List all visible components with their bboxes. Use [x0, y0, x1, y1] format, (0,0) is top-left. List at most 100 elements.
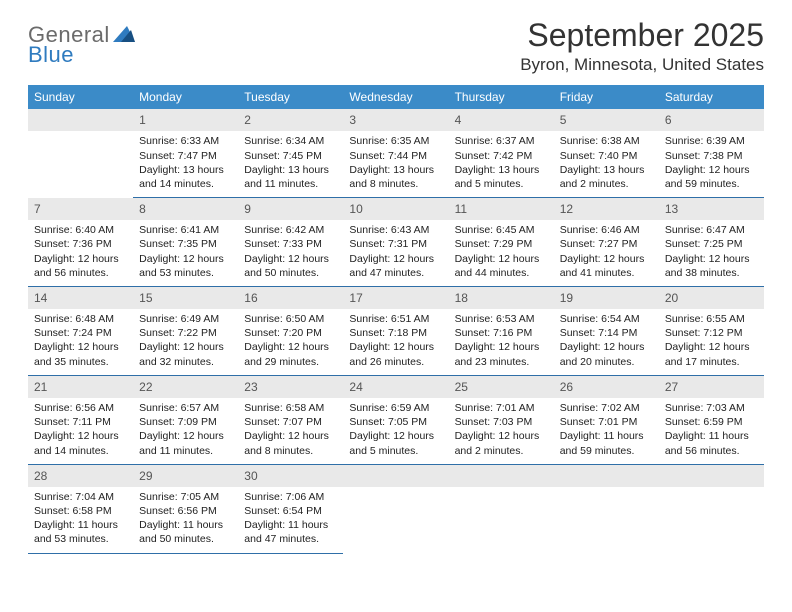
daylight-text: Daylight: 12 hours and 20 minutes.	[560, 340, 653, 368]
day-cell: Sunrise: 7:05 AMSunset: 6:56 PMDaylight:…	[133, 487, 238, 553]
day-cell: Sunrise: 6:35 AMSunset: 7:44 PMDaylight:…	[343, 131, 448, 197]
day-cell: Sunrise: 6:37 AMSunset: 7:42 PMDaylight:…	[449, 131, 554, 197]
day-cell: Sunrise: 7:04 AMSunset: 6:58 PMDaylight:…	[28, 487, 133, 553]
month-title: September 2025	[520, 18, 764, 53]
sunrise-text: Sunrise: 6:43 AM	[349, 223, 442, 237]
daynum-row: 14151617181920	[28, 286, 764, 309]
day-number: 14	[28, 286, 133, 309]
daynum-row: 123456	[28, 109, 764, 131]
day-header: Friday	[554, 85, 659, 109]
day-number: 18	[449, 286, 554, 309]
day-number: 4	[449, 109, 554, 131]
day-cell: Sunrise: 6:48 AMSunset: 7:24 PMDaylight:…	[28, 309, 133, 375]
day-cell: Sunrise: 6:54 AMSunset: 7:14 PMDaylight:…	[554, 309, 659, 375]
daylight-text: Daylight: 12 hours and 11 minutes.	[139, 429, 232, 457]
day-number	[449, 464, 554, 487]
day-cell: Sunrise: 7:01 AMSunset: 7:03 PMDaylight:…	[449, 398, 554, 464]
day-cell: Sunrise: 7:06 AMSunset: 6:54 PMDaylight:…	[238, 487, 343, 553]
day-cell: Sunrise: 6:50 AMSunset: 7:20 PMDaylight:…	[238, 309, 343, 375]
sunrise-text: Sunrise: 6:49 AM	[139, 312, 232, 326]
day-number: 2	[238, 109, 343, 131]
day-number	[659, 464, 764, 487]
sunrise-text: Sunrise: 6:48 AM	[34, 312, 127, 326]
daylight-text: Daylight: 11 hours and 56 minutes.	[665, 429, 758, 457]
day-body-row: Sunrise: 7:04 AMSunset: 6:58 PMDaylight:…	[28, 487, 764, 553]
sunrise-text: Sunrise: 6:42 AM	[244, 223, 337, 237]
sunset-text: Sunset: 7:20 PM	[244, 326, 337, 340]
sunrise-text: Sunrise: 6:47 AM	[665, 223, 758, 237]
sunrise-text: Sunrise: 7:05 AM	[139, 490, 232, 504]
sunrise-text: Sunrise: 6:35 AM	[349, 134, 442, 148]
sunrise-text: Sunrise: 6:38 AM	[560, 134, 653, 148]
day-number: 28	[28, 464, 133, 487]
day-header: Sunday	[28, 85, 133, 109]
day-header: Thursday	[449, 85, 554, 109]
daylight-text: Daylight: 12 hours and 44 minutes.	[455, 252, 548, 280]
sunset-text: Sunset: 7:07 PM	[244, 415, 337, 429]
day-number: 23	[238, 375, 343, 398]
day-cell	[343, 487, 448, 553]
sunset-text: Sunset: 7:05 PM	[349, 415, 442, 429]
day-number: 16	[238, 286, 343, 309]
sunset-text: Sunset: 7:01 PM	[560, 415, 653, 429]
day-number: 15	[133, 286, 238, 309]
day-header: Wednesday	[343, 85, 448, 109]
day-number: 10	[343, 198, 448, 221]
day-number: 29	[133, 464, 238, 487]
sunrise-text: Sunrise: 6:55 AM	[665, 312, 758, 326]
daylight-text: Daylight: 13 hours and 5 minutes.	[455, 163, 548, 191]
sunrise-text: Sunrise: 6:37 AM	[455, 134, 548, 148]
day-cell: Sunrise: 6:41 AMSunset: 7:35 PMDaylight:…	[133, 220, 238, 286]
day-cell: Sunrise: 6:55 AMSunset: 7:12 PMDaylight:…	[659, 309, 764, 375]
day-cell: Sunrise: 6:56 AMSunset: 7:11 PMDaylight:…	[28, 398, 133, 464]
sunset-text: Sunset: 7:33 PM	[244, 237, 337, 251]
daynum-row: 21222324252627	[28, 375, 764, 398]
sunset-text: Sunset: 7:47 PM	[139, 149, 232, 163]
sunrise-text: Sunrise: 6:59 AM	[349, 401, 442, 415]
day-number: 25	[449, 375, 554, 398]
day-body-row: Sunrise: 6:33 AMSunset: 7:47 PMDaylight:…	[28, 131, 764, 197]
day-cell: Sunrise: 6:34 AMSunset: 7:45 PMDaylight:…	[238, 131, 343, 197]
daylight-text: Daylight: 12 hours and 56 minutes.	[34, 252, 127, 280]
day-cell: Sunrise: 7:03 AMSunset: 6:59 PMDaylight:…	[659, 398, 764, 464]
sunset-text: Sunset: 7:24 PM	[34, 326, 127, 340]
day-number: 26	[554, 375, 659, 398]
sunset-text: Sunset: 7:27 PM	[560, 237, 653, 251]
daylight-text: Daylight: 12 hours and 35 minutes.	[34, 340, 127, 368]
daylight-text: Daylight: 12 hours and 23 minutes.	[455, 340, 548, 368]
daylight-text: Daylight: 12 hours and 26 minutes.	[349, 340, 442, 368]
day-body-row: Sunrise: 6:56 AMSunset: 7:11 PMDaylight:…	[28, 398, 764, 464]
day-number	[343, 464, 448, 487]
daylight-text: Daylight: 12 hours and 53 minutes.	[139, 252, 232, 280]
day-cell: Sunrise: 6:43 AMSunset: 7:31 PMDaylight:…	[343, 220, 448, 286]
daylight-text: Daylight: 13 hours and 2 minutes.	[560, 163, 653, 191]
day-number: 6	[659, 109, 764, 131]
sunset-text: Sunset: 7:44 PM	[349, 149, 442, 163]
sunset-text: Sunset: 7:40 PM	[560, 149, 653, 163]
sunrise-text: Sunrise: 6:51 AM	[349, 312, 442, 326]
day-number: 5	[554, 109, 659, 131]
daylight-text: Daylight: 13 hours and 14 minutes.	[139, 163, 232, 191]
sunrise-text: Sunrise: 7:04 AM	[34, 490, 127, 504]
day-cell	[449, 487, 554, 553]
day-number: 27	[659, 375, 764, 398]
day-cell: Sunrise: 6:49 AMSunset: 7:22 PMDaylight:…	[133, 309, 238, 375]
day-number: 8	[133, 198, 238, 221]
sunrise-text: Sunrise: 7:06 AM	[244, 490, 337, 504]
day-header-row: SundayMondayTuesdayWednesdayThursdayFrid…	[28, 85, 764, 109]
day-cell: Sunrise: 6:42 AMSunset: 7:33 PMDaylight:…	[238, 220, 343, 286]
day-number: 20	[659, 286, 764, 309]
daylight-text: Daylight: 12 hours and 2 minutes.	[455, 429, 548, 457]
sunset-text: Sunset: 7:31 PM	[349, 237, 442, 251]
sunrise-text: Sunrise: 6:40 AM	[34, 223, 127, 237]
day-number: 24	[343, 375, 448, 398]
sunset-text: Sunset: 7:18 PM	[349, 326, 442, 340]
day-cell: Sunrise: 6:53 AMSunset: 7:16 PMDaylight:…	[449, 309, 554, 375]
day-number: 3	[343, 109, 448, 131]
day-body-row: Sunrise: 6:40 AMSunset: 7:36 PMDaylight:…	[28, 220, 764, 286]
sunrise-text: Sunrise: 6:58 AM	[244, 401, 337, 415]
sunrise-text: Sunrise: 6:57 AM	[139, 401, 232, 415]
daylight-text: Daylight: 12 hours and 17 minutes.	[665, 340, 758, 368]
sunset-text: Sunset: 7:11 PM	[34, 415, 127, 429]
sunrise-text: Sunrise: 6:33 AM	[139, 134, 232, 148]
